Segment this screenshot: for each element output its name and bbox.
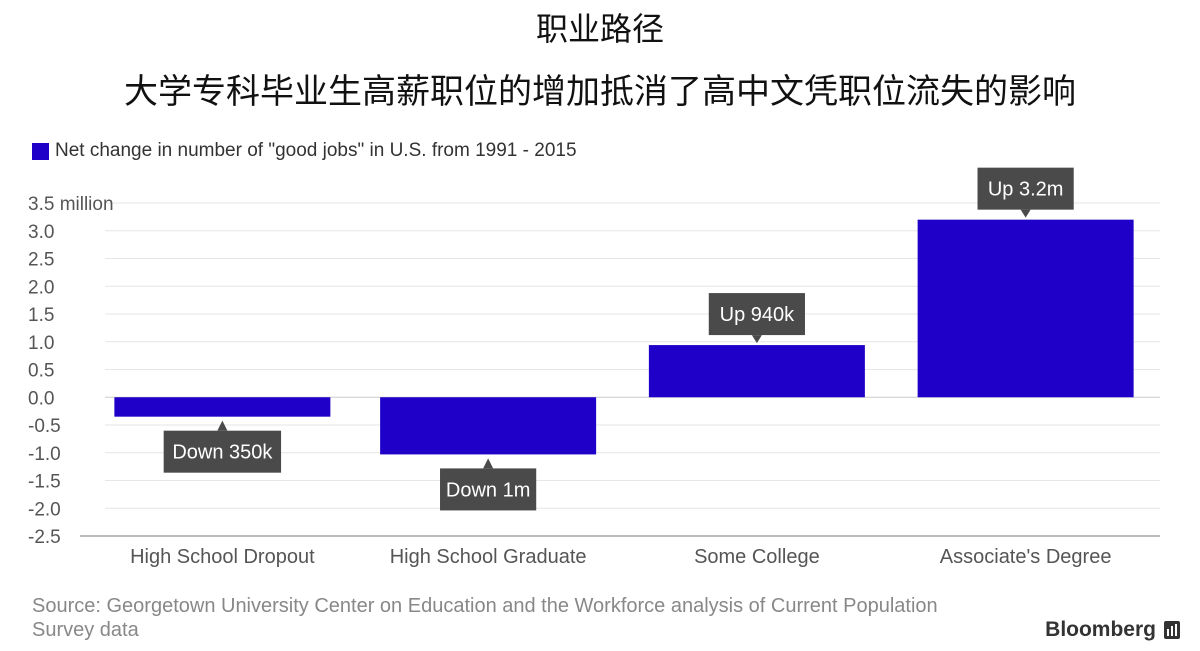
chart-title: 职业路径 [535, 10, 664, 48]
y-tick-label: -2.0 [28, 499, 61, 520]
data-label: Up 940k [720, 304, 795, 326]
y-tick-label: -1.0 [28, 444, 61, 465]
bar [917, 219, 1134, 398]
x-tick-label: High School Graduate [390, 546, 587, 568]
legend: Net change in number of "good jobs" in U… [32, 140, 577, 162]
callout-pointer [1020, 209, 1031, 218]
callout-box [977, 167, 1074, 210]
bar [380, 397, 597, 455]
y-tick-label: 3.0 [28, 222, 54, 243]
callout-box [163, 430, 282, 473]
callout-pointer [483, 458, 494, 469]
y-tick-label: -0.5 [28, 416, 61, 437]
data-label: Up 3.2m [988, 179, 1064, 201]
brand-name: Bloomberg [1045, 618, 1156, 641]
y-tick-label: 2.5 [28, 250, 54, 271]
bar [648, 345, 865, 398]
callout-pointer [751, 335, 762, 344]
source-note: Source: Georgetown University Center on … [32, 595, 938, 641]
bar [114, 397, 331, 417]
data-label: Down 1m [446, 479, 530, 501]
y-tick-label: -1.5 [28, 472, 61, 493]
callout-pointer [217, 420, 228, 431]
callout-box [440, 468, 537, 511]
x-tick-label: Associate's Degree [940, 546, 1112, 568]
brand-logo: Bloomberg [1045, 618, 1180, 642]
y-tick-label: 1.5 [28, 305, 54, 326]
y-tick-label: 2.0 [28, 277, 54, 298]
x-tick-label: Some College [694, 546, 820, 568]
callout-box [708, 293, 805, 336]
y-tick-label: -2.5 [28, 527, 61, 548]
legend-label: Net change in number of "good jobs" in U… [55, 140, 577, 161]
chart-subtitle: 大学专科毕业生高薪职位的增加抵消了高中文凭职位流失的影响 [124, 72, 1076, 112]
y-tick-label: 1.0 [28, 333, 54, 354]
y-tick-label: 0.0 [28, 388, 54, 409]
y-tick-label: 3.5 million [28, 194, 114, 215]
bloomberg-terminal-icon [1164, 621, 1180, 639]
y-tick-label: 0.5 [28, 361, 54, 382]
data-label: Down 350k [172, 442, 273, 464]
legend-swatch [32, 142, 49, 160]
x-tick-label: High School Dropout [130, 546, 315, 568]
